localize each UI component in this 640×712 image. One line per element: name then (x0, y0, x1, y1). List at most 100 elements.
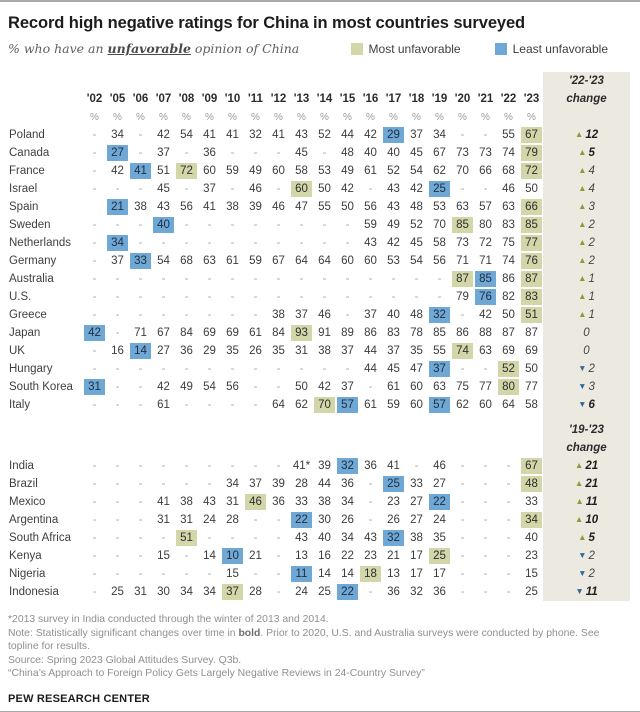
year-col-header: '17 (385, 93, 402, 105)
value-cell: 64 (272, 399, 285, 411)
value-cell: 45 (387, 363, 400, 375)
value-cell: 67 (520, 126, 543, 144)
value-cell: 69 (226, 327, 239, 339)
change-arrow-down-icon: ▼ (575, 586, 584, 596)
value-cell: 85 (520, 216, 543, 234)
value-cell: - (322, 291, 327, 303)
subtitle-suffix: opinion of China (190, 41, 300, 56)
percent-symbol: % (435, 111, 444, 123)
change-value: 2 (588, 363, 595, 375)
value-cell: 62 (433, 165, 446, 177)
value-cell: 87 (525, 327, 538, 339)
table-row: Canada -27-37-36- - -45-48 40 40 45 67 73 73 74 79 ▲… (8, 144, 630, 162)
country-label: Spain (9, 201, 39, 213)
value-cell: - (368, 183, 373, 195)
value-cell: 84 (272, 327, 285, 339)
value-cell: 71 (134, 327, 147, 339)
value-cell: 85 (474, 270, 497, 288)
value-cell: - (253, 147, 258, 159)
value-cell: - (414, 291, 419, 303)
value-cell: - (161, 309, 166, 321)
change-arrow-up-icon: ▲ (578, 183, 587, 193)
value-cell: 63 (456, 201, 469, 213)
value-cell: 37 (249, 478, 262, 490)
value-cell: 50 (525, 183, 538, 195)
value-cell: 34 (341, 532, 354, 544)
value-cell: 34 (180, 586, 193, 598)
value-cell: 60 (364, 255, 377, 267)
value-cell: - (437, 273, 442, 285)
value-cell: 86 (502, 273, 515, 285)
least-unfavorable-swatch-icon (494, 43, 507, 55)
year-col-header: '11 (248, 93, 263, 105)
value-cell: - (184, 309, 189, 321)
change-value: 11 (585, 496, 598, 508)
value-cell: - (276, 532, 281, 544)
value-cell: - (345, 363, 350, 375)
change-arrow-down-icon: ▼ (578, 568, 587, 578)
value-cell: 44 (364, 363, 377, 375)
value-cell: 25 (428, 180, 451, 198)
value-cell: - (92, 147, 97, 159)
value-cell: - (92, 219, 97, 231)
value-cell: - (230, 399, 235, 411)
value-cell: 25 (428, 547, 451, 565)
value-cell: 45 (157, 183, 170, 195)
value-cell: 73 (456, 237, 469, 249)
change-value: 1 (588, 291, 595, 303)
value-cell: - (230, 460, 235, 472)
country-label: Italy (9, 399, 31, 411)
value-cell: 15 (226, 568, 239, 580)
value-cell: - (299, 291, 304, 303)
change-arrow-up-icon: ▲ (574, 478, 584, 488)
value-cell: 41 (387, 460, 400, 472)
value-cell: 50 (295, 381, 308, 393)
value-cell: 56 (226, 381, 239, 393)
value-cell: 40 (364, 147, 377, 159)
change-value: 0 (583, 345, 590, 357)
value-cell: 40 (387, 309, 400, 321)
value-cell: 83 (520, 288, 543, 306)
value-cell: 56 (433, 255, 446, 267)
value-cell: - (253, 219, 258, 231)
note-suffix: . Prior to 2020, U.S. and Australia surv… (8, 627, 600, 653)
value-cell: - (276, 514, 281, 526)
change-value: 10 (585, 514, 599, 526)
value-cell: 76 (520, 252, 543, 270)
value-cell: 31 (226, 496, 239, 508)
value-cell: 36 (341, 478, 354, 490)
value-cell: - (345, 219, 350, 231)
value-cell: 37 (295, 309, 308, 321)
value-cell: 54 (180, 129, 193, 141)
change-cell: ▲ 21 (543, 457, 630, 475)
change-arrow-up-icon: ▲ (578, 201, 587, 211)
value-cell: 42 (111, 165, 124, 177)
percent-symbol: % (205, 111, 214, 123)
change-value: 2 (588, 255, 595, 267)
change-value: 2 (588, 568, 595, 580)
value-cell: 26 (341, 514, 354, 526)
value-cell: 59 (387, 399, 400, 411)
value-cell: - (138, 478, 143, 490)
value-cell: 61 (364, 399, 377, 411)
value-cell: 70 (313, 396, 336, 414)
value-cell: - (483, 129, 488, 141)
value-cell: - (207, 460, 212, 472)
value-cell: - (368, 514, 373, 526)
value-cell: 32 (336, 457, 359, 475)
value-cell: - (184, 399, 189, 411)
change-arrow-up-icon: ▲ (574, 460, 584, 470)
value-cell: 74 (502, 255, 515, 267)
change-value: 2 (588, 219, 595, 231)
value-cell: - (230, 219, 235, 231)
table-row: France - 42 41 51 72 60 59 49 60 58 53 49 61 52 54 62 70 6… (8, 162, 630, 180)
change-arrow-up-icon: ▲ (578, 255, 587, 265)
value-cell: - (115, 550, 120, 562)
percent-symbol: % (159, 111, 168, 123)
country-label: Australia (9, 273, 54, 285)
value-cell: 35 (226, 345, 239, 357)
value-cell: 24 (433, 514, 446, 526)
value-cell: - (207, 568, 212, 580)
change-cell: ▼ 3 (543, 378, 630, 396)
country-label: Canada (9, 147, 50, 159)
